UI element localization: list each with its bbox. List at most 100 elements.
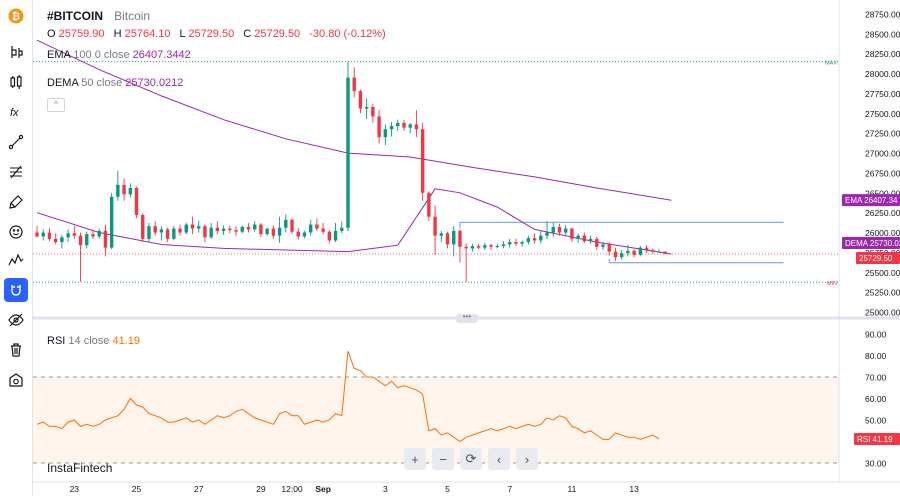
rsi-tick-label: 50.00 bbox=[865, 416, 887, 426]
symbol-name[interactable]: #BITCOIN bbox=[47, 9, 104, 23]
scroll-forward-button[interactable]: › bbox=[516, 448, 538, 470]
rsi-legend[interactable]: RSI 14 close 41.19 bbox=[47, 335, 140, 347]
rsi-tick-label: 70.00 bbox=[865, 373, 887, 383]
pattern-tool-icon[interactable] bbox=[4, 248, 28, 272]
dema-params: 50 close bbox=[81, 77, 123, 89]
zoom-out-button[interactable]: − bbox=[432, 448, 454, 470]
ema-value: 26407.3442 bbox=[132, 49, 191, 61]
high-label: H bbox=[113, 28, 122, 40]
candle-body bbox=[240, 226, 244, 232]
ema-params: 100 0 close bbox=[73, 49, 130, 61]
candle-body bbox=[60, 237, 64, 243]
candle-body bbox=[47, 232, 52, 239]
hide-drawings-icon[interactable] bbox=[4, 308, 28, 332]
zoom-in-button[interactable]: + bbox=[404, 448, 426, 470]
candle-body bbox=[109, 196, 114, 248]
brand-label: InstaFintech bbox=[47, 461, 113, 475]
candle-body bbox=[439, 233, 443, 236]
remove-drawings-icon[interactable] bbox=[4, 338, 28, 362]
brush-tool-icon[interactable] bbox=[4, 190, 28, 214]
symbol-description: Bitcoin bbox=[114, 9, 151, 23]
candle-body bbox=[296, 231, 300, 237]
open-label: O bbox=[47, 28, 56, 40]
candle-body bbox=[333, 230, 338, 241]
magnet-icon[interactable] bbox=[4, 278, 28, 302]
chart-canvas[interactable]: 28750.0028500.0028250.0028000.0027750.00… bbox=[33, 0, 900, 496]
heikin-ashi-icon[interactable] bbox=[4, 40, 28, 64]
candle-body bbox=[414, 124, 419, 130]
candle-body bbox=[433, 216, 437, 236]
candle-body bbox=[644, 247, 649, 251]
candle-body bbox=[234, 230, 238, 232]
candle-body bbox=[209, 227, 213, 238]
candle-body bbox=[147, 226, 151, 239]
price-tick-label: 25000.00 bbox=[865, 308, 900, 318]
candle-body bbox=[358, 91, 363, 109]
time-tick-label: 13 bbox=[629, 484, 639, 494]
candle-body bbox=[576, 235, 580, 239]
dema-legend[interactable]: DEMA 50 close 25730.0212 bbox=[47, 77, 183, 89]
candle-body bbox=[271, 228, 276, 236]
rsi-badge-text: RSI 41.19 bbox=[857, 435, 893, 444]
price-tick-label: 28750.00 bbox=[865, 10, 900, 20]
price-tick-label: 28250.00 bbox=[865, 49, 900, 59]
candle-body bbox=[651, 250, 655, 252]
candle-body bbox=[470, 246, 475, 249]
collapse-legend-button[interactable]: ^ bbox=[47, 98, 65, 112]
price-tick-label: 27500.00 bbox=[865, 109, 900, 119]
close-value: 25729.50 bbox=[254, 28, 301, 40]
change-value: -30.80 (-0.12%) bbox=[309, 28, 386, 40]
rsi-badge bbox=[854, 432, 900, 445]
pane-resize-handle[interactable]: ••• bbox=[456, 313, 478, 323]
candle-body bbox=[340, 227, 344, 231]
candle-body bbox=[308, 224, 313, 233]
bar-style-icon[interactable] bbox=[4, 70, 28, 94]
candle-body bbox=[514, 242, 518, 244]
candle-body bbox=[595, 238, 599, 247]
candle-body bbox=[128, 188, 132, 195]
reset-chart-button[interactable]: ⟳ bbox=[460, 448, 482, 470]
bitcoin-logo-icon: ₿ bbox=[4, 4, 28, 28]
emoji-tool-icon[interactable] bbox=[4, 220, 28, 244]
candle-body bbox=[246, 226, 251, 230]
candle-body bbox=[495, 246, 499, 248]
candle-body bbox=[103, 230, 108, 248]
candle-body bbox=[78, 235, 83, 246]
price-badge bbox=[856, 252, 900, 265]
price-badge bbox=[842, 194, 900, 207]
fib-tool-icon[interactable] bbox=[4, 160, 28, 184]
svg-text:₿: ₿ bbox=[12, 11, 20, 23]
ema-legend[interactable]: EMA 100 0 close 26407.3442 bbox=[47, 49, 191, 61]
indicators-fx-icon[interactable]: fx bbox=[4, 100, 28, 124]
snapshot-icon[interactable] bbox=[4, 368, 28, 392]
scroll-back-button[interactable]: ‹ bbox=[488, 448, 510, 470]
candle-body bbox=[215, 227, 220, 231]
price-badge-text: DEMA 25730.02 bbox=[845, 239, 900, 248]
price-badge-text: EMA 26407.34 bbox=[845, 196, 898, 205]
candle-body bbox=[346, 77, 350, 228]
dema-line bbox=[36, 188, 672, 255]
candle-body bbox=[408, 124, 412, 128]
candle-body bbox=[141, 215, 145, 239]
price-badge bbox=[842, 236, 900, 249]
candle-body bbox=[184, 224, 188, 233]
trendline-tool-icon[interactable] bbox=[4, 130, 28, 154]
candle-body bbox=[265, 228, 269, 235]
candle-body bbox=[66, 233, 70, 238]
candle-body bbox=[532, 238, 537, 241]
price-tick-label: 25250.00 bbox=[865, 288, 900, 298]
candle-body bbox=[364, 106, 369, 109]
price-tick-label: 26500.00 bbox=[865, 188, 900, 198]
candle-body bbox=[91, 234, 95, 237]
open-value: 25759.90 bbox=[58, 28, 105, 40]
price-tick-label: 25500.00 bbox=[865, 268, 900, 278]
candle-body bbox=[526, 238, 531, 243]
rsi-tick-label: 90.00 bbox=[865, 330, 887, 340]
rsi-tick-label: 80.00 bbox=[865, 351, 887, 361]
candle-body bbox=[420, 129, 425, 193]
rsi-value: 41.19 bbox=[112, 335, 140, 347]
candle-body bbox=[427, 192, 431, 217]
candle-body bbox=[172, 228, 176, 239]
candle-body bbox=[35, 232, 39, 237]
chart-area[interactable]: 28750.00 28500.00 28250.00 28000.00 27750.00… bbox=[33, 0, 900, 496]
